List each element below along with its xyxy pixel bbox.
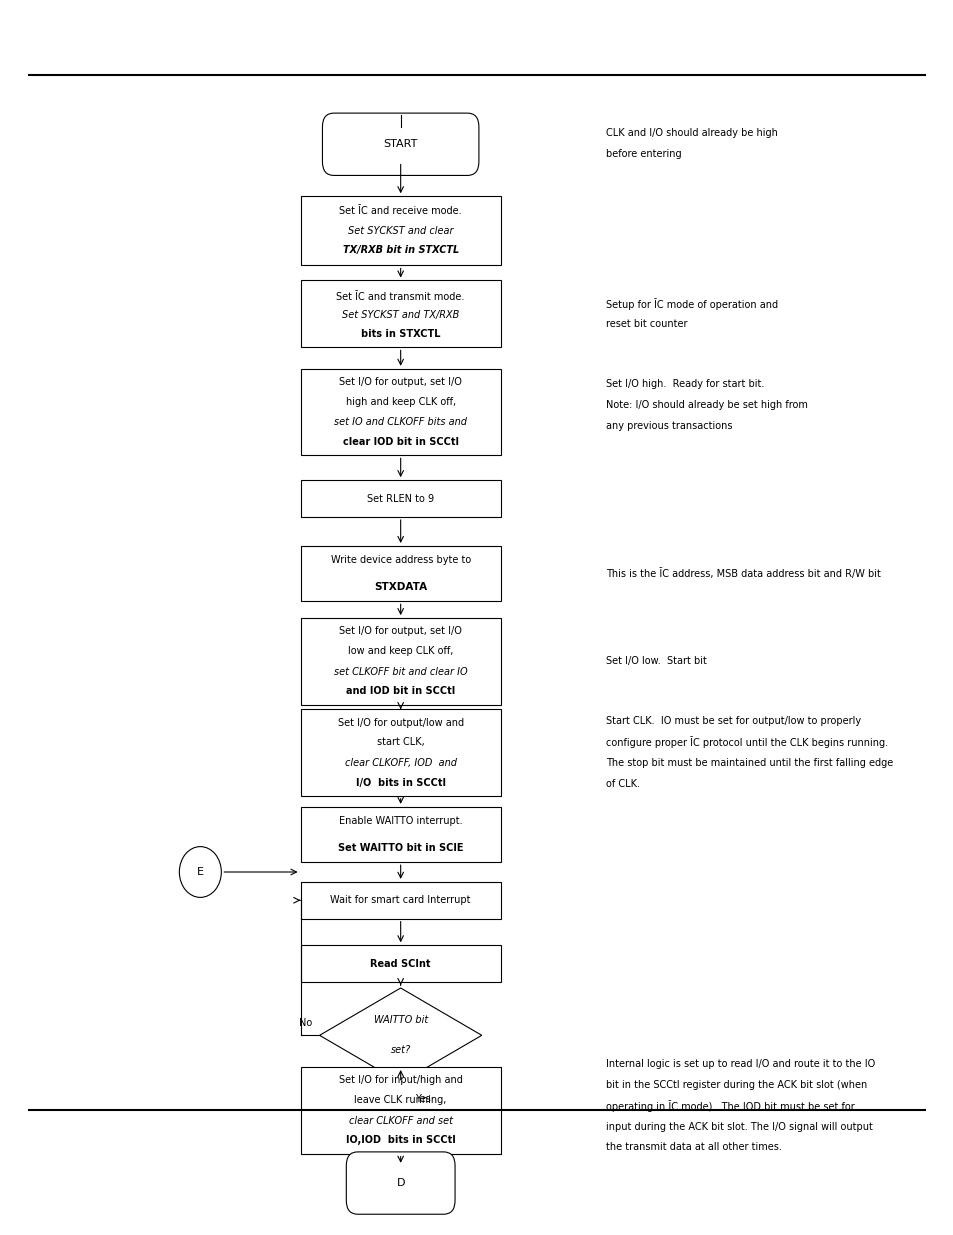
FancyBboxPatch shape — [346, 1152, 455, 1214]
Text: Start CLK.  IO must be set for output/low to properly: Start CLK. IO must be set for output/low… — [605, 716, 860, 726]
Text: Internal logic is set up to read I/O and route it to the IO: Internal logic is set up to read I/O and… — [605, 1060, 874, 1070]
Text: Wait for smart card Interrupt: Wait for smart card Interrupt — [330, 895, 471, 905]
Bar — [300, 709, 500, 795]
Text: This is the ĬC address, MSB data address bit and R/W bit: This is the ĬC address, MSB data address… — [605, 568, 880, 579]
Text: No: No — [298, 1019, 312, 1029]
Text: operating in ĬC mode).  The IOD bit must be set for: operating in ĬC mode). The IOD bit must … — [605, 1099, 854, 1112]
Text: Read SCInt: Read SCInt — [370, 958, 431, 968]
Text: Set I/O for output, set I/O: Set I/O for output, set I/O — [339, 626, 461, 636]
Text: set?: set? — [390, 1045, 411, 1056]
Text: set CLKOFF bit and clear IO: set CLKOFF bit and clear IO — [334, 667, 467, 677]
Text: bit in the SCCtl register during the ACK bit slot (when: bit in the SCCtl register during the ACK… — [605, 1079, 866, 1091]
Text: Enable WAITTO interrupt.: Enable WAITTO interrupt. — [338, 815, 462, 826]
Text: set IO and CLKOFF bits and: set IO and CLKOFF bits and — [334, 417, 467, 427]
Text: Set I/O high.  Ready for start bit.: Set I/O high. Ready for start bit. — [605, 379, 763, 389]
Text: start CLK,: start CLK, — [376, 737, 424, 747]
Text: START: START — [383, 140, 417, 149]
Text: Set SYCKST and TX/RXB: Set SYCKST and TX/RXB — [341, 310, 459, 320]
Text: Set I/O low.  Start bit: Set I/O low. Start bit — [605, 656, 706, 667]
Bar — [300, 618, 500, 705]
Bar — [300, 369, 500, 456]
Text: configure proper ĬC protocol until the CLK begins running.: configure proper ĬC protocol until the C… — [605, 736, 887, 748]
Bar — [300, 280, 500, 347]
Text: Set ĬC and transmit mode.: Set ĬC and transmit mode. — [336, 291, 464, 301]
Bar — [300, 806, 500, 862]
Text: of CLK.: of CLK. — [605, 779, 639, 789]
Text: Yes: Yes — [415, 1094, 431, 1104]
Text: leave CLK running,: leave CLK running, — [355, 1095, 446, 1105]
Text: high and keep CLK off,: high and keep CLK off, — [345, 396, 456, 406]
Text: Write device address byte to: Write device address byte to — [330, 555, 471, 564]
Text: input during the ACK bit slot. The I/O signal will output: input during the ACK bit slot. The I/O s… — [605, 1121, 872, 1131]
Text: and IOD bit in SCCtl: and IOD bit in SCCtl — [346, 687, 455, 697]
Text: Note: I/O should already be set high from: Note: I/O should already be set high fro… — [605, 400, 807, 410]
Text: Set I/O for output/low and: Set I/O for output/low and — [337, 718, 463, 727]
Text: Set WAITTO bit in SCIE: Set WAITTO bit in SCIE — [337, 844, 463, 853]
Text: Set I/O for output, set I/O: Set I/O for output, set I/O — [339, 377, 461, 387]
Text: low and keep CLK off,: low and keep CLK off, — [348, 646, 453, 656]
Text: Set SYCKST and clear: Set SYCKST and clear — [348, 226, 453, 236]
Bar — [300, 1067, 500, 1153]
Bar — [300, 546, 500, 601]
Text: reset bit counter: reset bit counter — [605, 320, 686, 330]
Text: Setup for ĬC mode of operation and: Setup for ĬC mode of operation and — [605, 298, 777, 310]
Text: bits in STXCTL: bits in STXCTL — [360, 329, 440, 338]
Text: clear IOD bit in SCCtl: clear IOD bit in SCCtl — [342, 437, 458, 447]
Text: E: E — [196, 867, 204, 877]
Text: any previous transactions: any previous transactions — [605, 421, 732, 431]
Bar — [300, 196, 500, 266]
Text: Set ĬC and receive mode.: Set ĬC and receive mode. — [339, 206, 461, 216]
Text: D: D — [396, 1178, 404, 1188]
Text: clear CLKOFF and set: clear CLKOFF and set — [348, 1115, 453, 1126]
Text: Set RLEN to 9: Set RLEN to 9 — [367, 494, 434, 504]
FancyBboxPatch shape — [322, 114, 478, 175]
Text: STXDATA: STXDATA — [374, 583, 427, 593]
Text: I/O  bits in SCCtl: I/O bits in SCCtl — [355, 778, 445, 788]
Bar — [300, 480, 500, 517]
Text: clear CLKOFF, IOD  and: clear CLKOFF, IOD and — [344, 758, 456, 768]
Circle shape — [179, 847, 221, 898]
Polygon shape — [319, 988, 481, 1083]
Text: TX/RXB bit in STXCTL: TX/RXB bit in STXCTL — [342, 246, 458, 256]
Text: the transmit data at all other times.: the transmit data at all other times. — [605, 1142, 781, 1152]
Text: The stop bit must be maintained until the first falling edge: The stop bit must be maintained until th… — [605, 758, 892, 768]
Text: IO,IOD  bits in SCCtl: IO,IOD bits in SCCtl — [345, 1135, 456, 1145]
Text: before entering: before entering — [605, 148, 680, 158]
Text: CLK and I/O should already be high: CLK and I/O should already be high — [605, 127, 777, 138]
Bar — [300, 945, 500, 982]
Text: Set I/O for input/high and: Set I/O for input/high and — [338, 1076, 462, 1086]
Bar — [300, 882, 500, 919]
Text: WAITTO bit: WAITTO bit — [374, 1015, 427, 1025]
